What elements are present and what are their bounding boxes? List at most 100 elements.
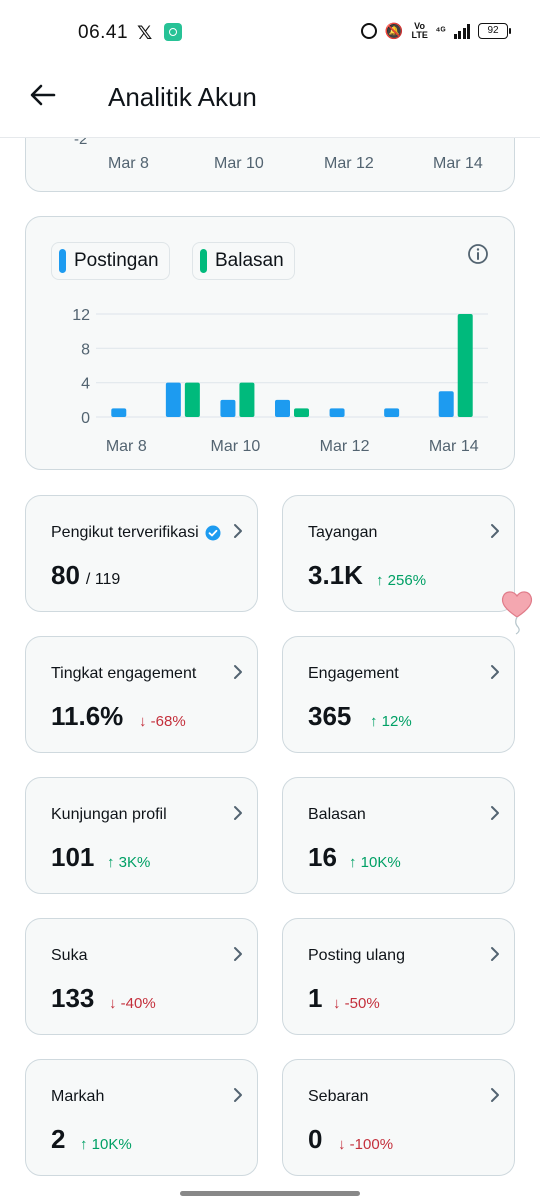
- metric-label: Kunjungan profil: [51, 806, 167, 824]
- metric-card[interactable]: Pengikut terverifikasi 80 / 119: [25, 495, 258, 612]
- metric-card[interactable]: Engagement 365 ↑ 12%: [282, 636, 515, 753]
- battery-icon: 92: [478, 23, 511, 39]
- metric-label: Engagement: [308, 665, 399, 683]
- metric-label-text: Kunjungan profil: [51, 806, 167, 823]
- signal-icon: [453, 23, 470, 39]
- bar-postingan: [111, 408, 127, 417]
- x-tick-label: Mar 10: [214, 155, 264, 172]
- x-tick-label: Mar 10: [211, 438, 261, 455]
- chevron-right-icon[interactable]: [229, 1086, 247, 1104]
- bar-postingan: [329, 408, 345, 417]
- metric-label-text: Suka: [51, 947, 88, 964]
- legend-label: Postingan: [74, 250, 159, 271]
- alarm-icon: [360, 23, 377, 39]
- metric-value-text: 0: [308, 1124, 323, 1154]
- metric-change: ↓ -40%: [109, 995, 156, 1012]
- y-tick-label: 8: [81, 341, 90, 358]
- bar-postingan: [438, 391, 454, 417]
- legend-postingan[interactable]: Postingan: [51, 242, 170, 280]
- status-bar: 06.41 𝕏 🔕 Vo LTE ⁴ᴳ 92: [0, 0, 540, 66]
- chevron-right-icon[interactable]: [486, 804, 504, 822]
- metric-value-text: 1: [308, 983, 323, 1013]
- chevron-right-icon[interactable]: [486, 522, 504, 540]
- bar-balasan: [457, 314, 473, 417]
- legend-label: Balasan: [215, 250, 284, 271]
- metric-value-text: 365: [308, 701, 352, 731]
- chevron-right-icon[interactable]: [229, 522, 247, 540]
- metric-card[interactable]: Tayangan 3.1K ↑ 256%: [282, 495, 515, 612]
- metric-value-text: 80: [51, 560, 80, 590]
- metric-label: Tingkat engagement: [51, 665, 196, 683]
- verified-badge-icon: [205, 525, 221, 541]
- x-tick-label: Mar 8: [108, 155, 149, 172]
- metric-label-text: Tayangan: [308, 524, 378, 541]
- x-tick-label: Mar 14: [433, 155, 483, 172]
- heart-balloon-icon: [501, 591, 533, 635]
- page-title: Analitik Akun: [108, 82, 257, 112]
- chevron-right-icon[interactable]: [486, 945, 504, 963]
- bar-postingan: [384, 408, 400, 417]
- bar-postingan: [275, 399, 290, 417]
- app-notification-icon: [164, 23, 182, 41]
- metric-value: 101: [51, 842, 94, 873]
- metric-change: ↓ -50%: [333, 995, 380, 1012]
- legend-swatch: [59, 249, 66, 273]
- metric-label-text: Sebaran: [308, 1088, 369, 1105]
- metric-value-text: 3.1K: [308, 560, 363, 590]
- metric-label: Pengikut terverifikasi: [51, 524, 221, 542]
- metric-label-text: Balasan: [308, 806, 366, 823]
- metric-card[interactable]: Markah 2 ↑ 10K%: [25, 1059, 258, 1176]
- app-header: Analitik Akun: [0, 66, 540, 138]
- metric-card[interactable]: Suka 133 ↓ -40%: [25, 918, 258, 1035]
- x-tick-label: Mar 14: [429, 438, 479, 455]
- metric-card[interactable]: Kunjungan profil 101 ↑ 3K%: [25, 777, 258, 894]
- metric-label: Posting ulang: [308, 947, 405, 965]
- chevron-right-icon[interactable]: [229, 663, 247, 681]
- chevron-right-icon[interactable]: [486, 1086, 504, 1104]
- metric-value-text: 2: [51, 1124, 66, 1154]
- metric-change: ↑ 10K%: [349, 854, 401, 871]
- metric-value: 3.1K: [308, 560, 363, 591]
- metric-change: ↓ -100%: [338, 1136, 394, 1153]
- bar-postingan: [165, 382, 181, 417]
- home-indicator[interactable]: [180, 1191, 360, 1196]
- bar-balasan: [239, 382, 255, 417]
- chevron-right-icon[interactable]: [229, 945, 247, 963]
- bar-postingan: [220, 399, 236, 417]
- metric-label: Tayangan: [308, 524, 377, 542]
- metric-value-text: 11.6%: [51, 701, 124, 731]
- metric-change: ↑ 12%: [370, 713, 412, 730]
- metric-value: 365: [308, 701, 351, 732]
- x-tick-label: Mar 8: [106, 438, 147, 455]
- metric-card[interactable]: Balasan 16 ↑ 10K%: [282, 777, 515, 894]
- chevron-right-icon[interactable]: [229, 804, 247, 822]
- metric-value-text: 16: [308, 842, 337, 872]
- x-tick-label: Mar 12: [324, 155, 374, 172]
- metric-change: ↑ 256%: [376, 572, 427, 589]
- metric-card[interactable]: Posting ulang 1 ↓ -50%: [282, 918, 515, 1035]
- bar-chart: 0 4 8 12 Mar 8 Mar 10 Mar 12 Mar 14: [72, 307, 488, 455]
- y-tick-label: 4: [81, 376, 90, 393]
- info-icon[interactable]: [467, 243, 489, 265]
- status-time: 06.41: [78, 22, 129, 43]
- mute-icon: 🔕: [384, 23, 404, 40]
- y-tick-label: 12: [72, 307, 90, 324]
- metric-value: 80 / 119: [51, 560, 120, 591]
- metric-label: Suka: [51, 947, 87, 965]
- y-tick-label: 0: [81, 410, 90, 427]
- metric-card[interactable]: Tingkat engagement 11.6% ↓ -68%: [25, 636, 258, 753]
- x-logo-icon: 𝕏: [137, 23, 153, 44]
- metric-label-text: Tingkat engagement: [51, 665, 197, 682]
- legend-swatch: [200, 249, 207, 273]
- metric-label: Sebaran: [308, 1088, 369, 1106]
- metric-label-text: Engagement: [308, 665, 399, 682]
- metric-value: 11.6%: [51, 701, 123, 732]
- legend-balasan[interactable]: Balasan: [192, 242, 295, 280]
- metric-card[interactable]: Sebaran 0 ↓ -100%: [282, 1059, 515, 1176]
- chevron-right-icon[interactable]: [486, 663, 504, 681]
- posts-replies-chart-card: Postingan Balasan 0 4 8 12 Mar 8 Mar 10 Mar 12…: [25, 216, 515, 470]
- arrow-left-icon[interactable]: [28, 80, 58, 110]
- network-type-icon: ⁴ᴳ: [435, 25, 446, 37]
- metric-label: Markah: [51, 1088, 104, 1106]
- metric-label-text: Pengikut terverifikasi: [51, 524, 199, 541]
